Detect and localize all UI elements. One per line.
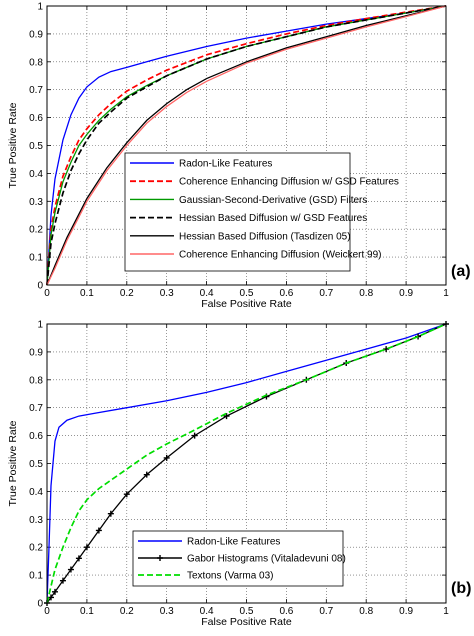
x-tick-label: 0 [44, 288, 50, 299]
series-line-0 [46, 323, 447, 604]
x-tick-label: 0.4 [200, 288, 214, 299]
x-tick-label: 0.3 [160, 288, 174, 299]
series-marker-1 [75, 555, 82, 562]
x-tick-label: 0.9 [399, 288, 413, 299]
series-marker-1 [107, 510, 114, 517]
y-tick-label: 0.9 [29, 347, 43, 358]
y-tick-label: 1 [37, 320, 43, 331]
y-tick-label: 0.4 [29, 487, 43, 498]
series-marker-1 [223, 413, 230, 420]
legend-label-0: Radon-Like Features [179, 159, 272, 170]
y-tick-label: 0.2 [29, 543, 43, 554]
x-tick-label: 0.5 [240, 288, 254, 299]
series-line-3 [46, 5, 447, 286]
x-tick-label: 0.6 [279, 606, 293, 617]
x-tick-label: 0.2 [120, 288, 134, 299]
y-axis-label: True Positive Rate [7, 102, 19, 188]
x-tick-label: 1 [443, 606, 449, 617]
x-tick-label: 0.1 [80, 288, 94, 299]
y-tick-label: 0.8 [29, 57, 43, 68]
y-tick-label: 0 [37, 599, 43, 610]
series-line-4 [46, 5, 447, 286]
y-tick-label: 0.5 [29, 141, 43, 152]
legend-label-1: Gabor Histograms (Vitaladevuni 08) [187, 554, 346, 565]
y-tick-label: 0.9 [29, 29, 43, 40]
panel-label: (b) [451, 580, 471, 597]
y-tick-label: 0.7 [29, 403, 43, 414]
x-axis-label: False Positive Rate [201, 616, 292, 628]
series-marker-1 [59, 577, 66, 584]
y-tick-label: 0.6 [29, 431, 43, 442]
legend-marker-1 [157, 555, 163, 561]
axes-box [46, 323, 447, 604]
x-tick-label: 0.9 [399, 606, 413, 617]
series-line-5 [46, 5, 447, 286]
series-marker-1 [123, 491, 130, 498]
series-marker-1 [67, 566, 74, 573]
y-tick-label: 0.6 [29, 113, 43, 124]
x-tick-label: 0.8 [359, 288, 373, 299]
chart-panel-0: 0 0.1 0.2 0.3 0.4 0.5 0.6 0.7 0.8 0.9 1 0 0.1 0.2 0.3 0… [7, 2, 471, 311]
legend: Radon-Like Features Coherence Enhancing D… [124, 152, 399, 272]
x-tick-label: 0.7 [319, 288, 333, 299]
series-marker-1 [143, 471, 150, 478]
series-marker-1 [95, 527, 102, 534]
y-tick-label: 0.5 [29, 459, 43, 470]
y-tick-label: 0.2 [29, 225, 43, 236]
legend-label-2: Textons (Varma 03) [187, 571, 274, 582]
x-tick-label: 0.7 [319, 606, 333, 617]
series-line-0 [46, 5, 447, 286]
y-tick-label: 0.3 [29, 197, 43, 208]
series-marker-1 [51, 588, 58, 595]
series-marker-1 [191, 432, 198, 439]
series-line-2 [46, 323, 447, 604]
legend-label-3: Hessian Based Diffusion w/ GSD Features [179, 213, 367, 224]
x-tick-label: 0.4 [200, 606, 214, 617]
legend-label-0: Radon-Like Features [187, 537, 280, 548]
series-marker-1 [83, 544, 90, 551]
x-tick-label: 0.2 [120, 606, 134, 617]
series-line-1 [46, 5, 447, 286]
chart-panel-1: 0 0.1 0.2 0.3 0.4 0.5 0.6 0.7 0.8 0.9 1 0 0.1 0.2 0.3 0… [7, 320, 471, 629]
x-tick-label: 0.6 [279, 288, 293, 299]
x-tick-label: 0.1 [80, 606, 94, 617]
legend-label-2: Gaussian-Second-Derivative (GSD) Filters [179, 195, 367, 206]
y-tick-label: 0.3 [29, 515, 43, 526]
x-axis-label: False Positive Rate [201, 298, 292, 310]
y-tick-label: 0.1 [29, 253, 43, 264]
legend-box [124, 152, 351, 272]
y-tick-label: 0 [37, 281, 43, 292]
y-tick-label: 0.7 [29, 85, 43, 96]
legend-label-5: Coherence Enhancing Diffusion (Weickert … [179, 250, 382, 261]
x-tick-label: 0.5 [240, 606, 254, 617]
x-tick-label: 1 [443, 288, 449, 299]
y-axis-label: True Positive Rate [7, 420, 19, 506]
y-tick-label: 0.8 [29, 375, 43, 386]
y-tick-label: 1 [37, 2, 43, 13]
series-marker-1 [163, 454, 170, 461]
legend-label-4: Hessian Based Diffusion (Tasdizen 05) [179, 231, 351, 242]
x-tick-label: 0 [44, 606, 50, 617]
x-tick-label: 0.3 [160, 606, 174, 617]
y-tick-label: 0.4 [29, 169, 43, 180]
legend-label-1: Coherence Enhancing Diffusion w/ GSD Fea… [179, 177, 399, 188]
y-tick-label: 0.1 [29, 571, 43, 582]
legend: Radon-Like Features Gabor Histograms (Vit… [132, 530, 346, 587]
panel-label: (a) [451, 263, 471, 280]
x-tick-label: 0.8 [359, 606, 373, 617]
axes-box [46, 5, 447, 286]
